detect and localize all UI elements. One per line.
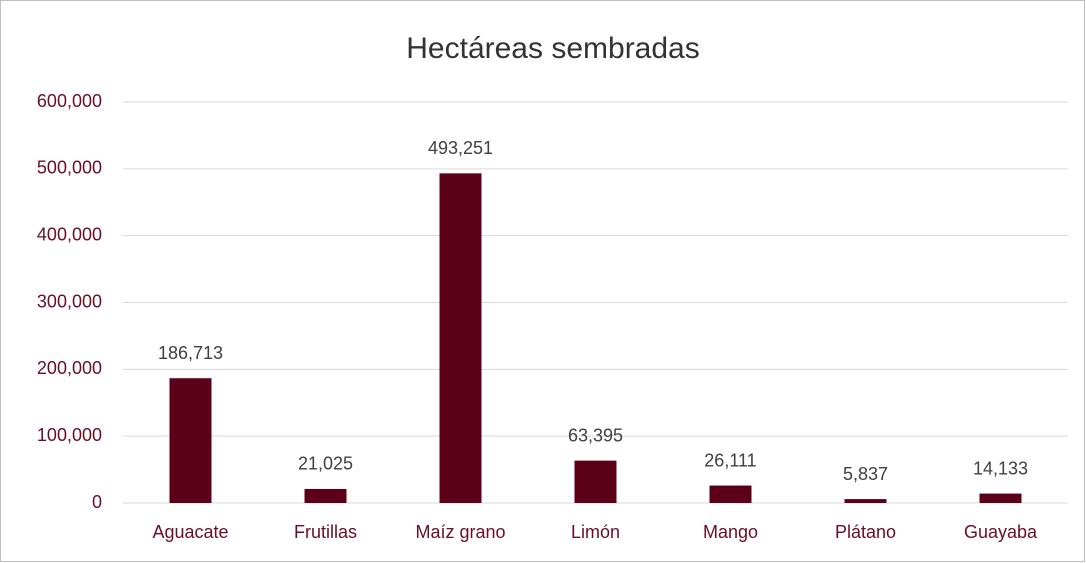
x-tick-label: Frutillas (294, 522, 357, 542)
x-tick-label: Aguacate (152, 522, 228, 542)
y-tick-label: 500,000 (37, 158, 102, 178)
y-tick-label: 0 (92, 492, 102, 512)
chart-title: Hectáreas sembradas (406, 32, 699, 65)
bar (574, 460, 617, 503)
y-tick-label: 300,000 (37, 291, 102, 311)
x-tick-label: Plátano (835, 522, 896, 542)
y-tick-label: 100,000 (37, 425, 102, 445)
data-label: 21,025 (298, 454, 353, 474)
bar (304, 488, 347, 503)
y-tick-label: 200,000 (37, 358, 102, 378)
x-tick-label: Limón (571, 522, 620, 542)
bar (979, 493, 1022, 503)
y-tick-label: 600,000 (37, 91, 102, 111)
data-label: 14,133 (973, 458, 1028, 478)
bar (844, 499, 887, 503)
data-label: 26,111 (704, 450, 756, 470)
y-tick-label: 400,000 (37, 224, 102, 244)
bar (439, 173, 482, 503)
data-label: 493,251 (428, 138, 493, 158)
bar (709, 485, 752, 503)
data-label: 186,713 (158, 343, 223, 363)
bar (169, 378, 212, 503)
data-label: 5,837 (843, 464, 888, 484)
data-label: 63,395 (568, 425, 623, 445)
x-tick-label: Maíz grano (415, 522, 505, 542)
x-tick-label: Mango (703, 522, 758, 542)
x-tick-label: Guayaba (964, 522, 1038, 542)
